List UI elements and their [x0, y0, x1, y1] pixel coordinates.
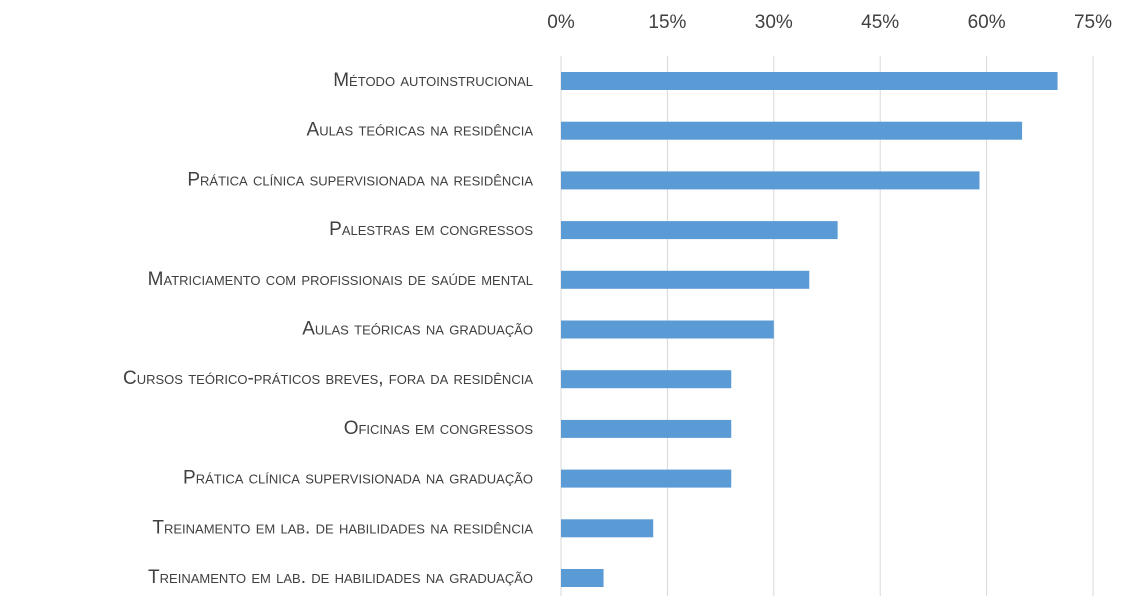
x-tick-label: 45%	[861, 12, 899, 33]
y-tick-label: Aulas teóricas na graduação	[302, 319, 533, 340]
y-tick-label: Matriciamento com profissionais de saúde…	[148, 269, 533, 290]
bar	[561, 519, 654, 538]
bar	[561, 121, 1023, 140]
x-tick-label: 15%	[648, 12, 686, 33]
bar	[561, 569, 604, 587]
bar	[561, 72, 1058, 90]
bar	[561, 469, 732, 488]
y-tick-label: Prática clínica supervisionada na residê…	[187, 169, 533, 190]
x-tick-label: 75%	[1074, 12, 1112, 33]
bar	[561, 419, 732, 438]
y-tick-label: Aulas teóricas na residência	[307, 120, 534, 141]
y-tick-label: Treinamento em lab. de habilidades na gr…	[148, 567, 533, 588]
y-tick-label: Palestras em congressos	[329, 219, 533, 240]
y-tick-label: Cursos teórico-práticos breves, fora da …	[123, 368, 533, 389]
bar	[561, 370, 732, 389]
x-tick-label: 60%	[968, 12, 1006, 33]
y-tick-label: Oficinas em congressos	[344, 418, 534, 439]
y-tick-label: Prática clínica supervisionada na gradua…	[183, 468, 533, 489]
bar	[561, 270, 810, 289]
bar	[561, 221, 838, 240]
y-tick-label: Treinamento em lab. de habilidades na re…	[152, 517, 533, 538]
y-tick-label: Método autoinstrucional	[333, 70, 533, 91]
x-tick-label: 0%	[547, 12, 575, 33]
x-tick-label: 30%	[755, 12, 793, 33]
bar	[561, 320, 774, 339]
bar	[561, 171, 980, 190]
